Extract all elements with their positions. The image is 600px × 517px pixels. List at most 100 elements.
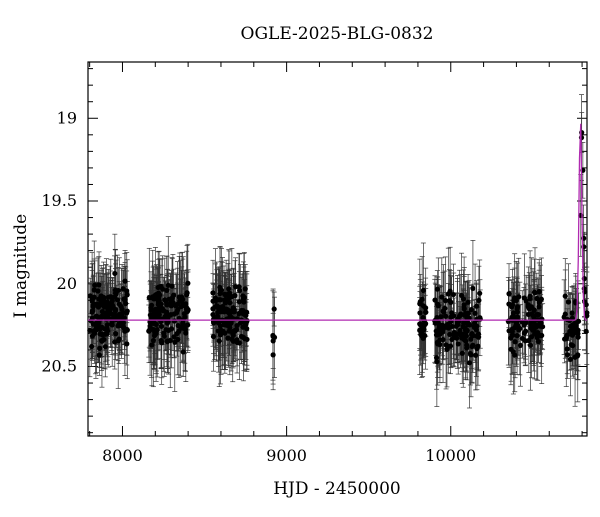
- data-point: [466, 360, 473, 366]
- data-point: [442, 297, 448, 304]
- data-point: [230, 309, 236, 315]
- data-point: [98, 293, 104, 299]
- data-point: [124, 341, 130, 347]
- data-point: [164, 287, 170, 293]
- data-point: [417, 310, 423, 316]
- data-point: [241, 294, 247, 301]
- data-point: [159, 339, 165, 345]
- x-tick-label: 8000: [102, 446, 143, 465]
- data-point: [474, 303, 480, 309]
- data-point: [456, 318, 462, 324]
- data-point: [99, 309, 105, 315]
- data-point: [565, 299, 572, 305]
- data-point: [150, 337, 157, 344]
- data-point: [562, 293, 568, 299]
- data-point: [447, 288, 453, 294]
- data-point: [417, 301, 423, 307]
- data-point: [536, 288, 542, 295]
- data-point: [91, 287, 97, 293]
- data-point: [419, 326, 426, 332]
- data-point: [230, 328, 236, 335]
- data-point: [471, 320, 478, 326]
- data-point: [93, 313, 99, 320]
- data-point: [102, 344, 108, 350]
- data-point: [224, 306, 230, 313]
- data-point: [477, 315, 483, 321]
- data-point: [96, 352, 102, 358]
- data-point: [225, 335, 231, 341]
- data-point: [451, 329, 457, 336]
- data-point: [218, 297, 224, 303]
- data-point: [575, 334, 581, 340]
- data-point: [433, 332, 440, 338]
- data-point: [420, 314, 426, 321]
- y-tick-label: 19: [57, 108, 77, 127]
- data-point: [447, 343, 454, 349]
- data-point: [180, 322, 186, 328]
- data-point: [271, 334, 278, 340]
- data-point: [156, 290, 162, 296]
- data-point: [104, 322, 111, 328]
- data-point: [122, 278, 128, 284]
- data-point: [509, 302, 516, 308]
- data-point: [122, 297, 128, 304]
- data-point: [432, 297, 438, 303]
- data-point: [462, 327, 469, 333]
- data-point: [422, 321, 428, 327]
- data-point: [234, 323, 240, 329]
- data-point: [433, 355, 440, 361]
- data-point: [226, 328, 232, 334]
- data-point: [420, 287, 426, 294]
- data-point: [525, 311, 532, 318]
- data-point: [567, 356, 574, 362]
- data-point: [447, 331, 453, 338]
- data-point: [95, 320, 101, 326]
- data-point: [159, 306, 165, 312]
- data-point: [158, 323, 165, 329]
- data-point: [115, 338, 121, 344]
- x-tick-label: 10000: [425, 446, 476, 465]
- data-point: [535, 329, 541, 336]
- data-point: [154, 295, 160, 301]
- data-point: [458, 332, 464, 338]
- model-curve: [88, 123, 588, 321]
- data-point: [583, 328, 589, 334]
- data-point: [423, 305, 429, 311]
- plot-frame: [87, 61, 588, 437]
- data-point: [581, 285, 587, 292]
- data-point: [513, 321, 519, 328]
- data-point: [512, 352, 518, 358]
- data-point: [89, 315, 95, 321]
- data-point: [175, 336, 181, 343]
- data-point: [241, 299, 247, 305]
- data-point: [434, 359, 440, 365]
- data-point: [270, 352, 276, 358]
- data-point: [182, 314, 188, 320]
- data-point: [124, 288, 130, 294]
- data-point: [535, 338, 542, 345]
- data-point: [460, 296, 467, 302]
- y-tick-label: 20.5: [41, 356, 77, 375]
- data-point: [149, 302, 155, 308]
- data-point: [95, 304, 102, 310]
- data-point: [461, 320, 467, 326]
- plot-border: [87, 61, 588, 437]
- data-point: [175, 306, 181, 312]
- data-point: [234, 339, 240, 346]
- data-point: [222, 291, 228, 297]
- model-line: [88, 123, 588, 321]
- data-point: [156, 311, 162, 318]
- data-point: [218, 287, 225, 293]
- data-point: [216, 338, 222, 344]
- data-point: [163, 298, 169, 304]
- data-point: [118, 304, 124, 310]
- data-point: [215, 309, 221, 316]
- data-point: [439, 329, 446, 335]
- data-point: [236, 311, 242, 317]
- data-point: [229, 336, 235, 342]
- data-point: [472, 310, 478, 316]
- data-point: [575, 318, 582, 324]
- data-point: [450, 291, 457, 298]
- data-point: [180, 349, 186, 355]
